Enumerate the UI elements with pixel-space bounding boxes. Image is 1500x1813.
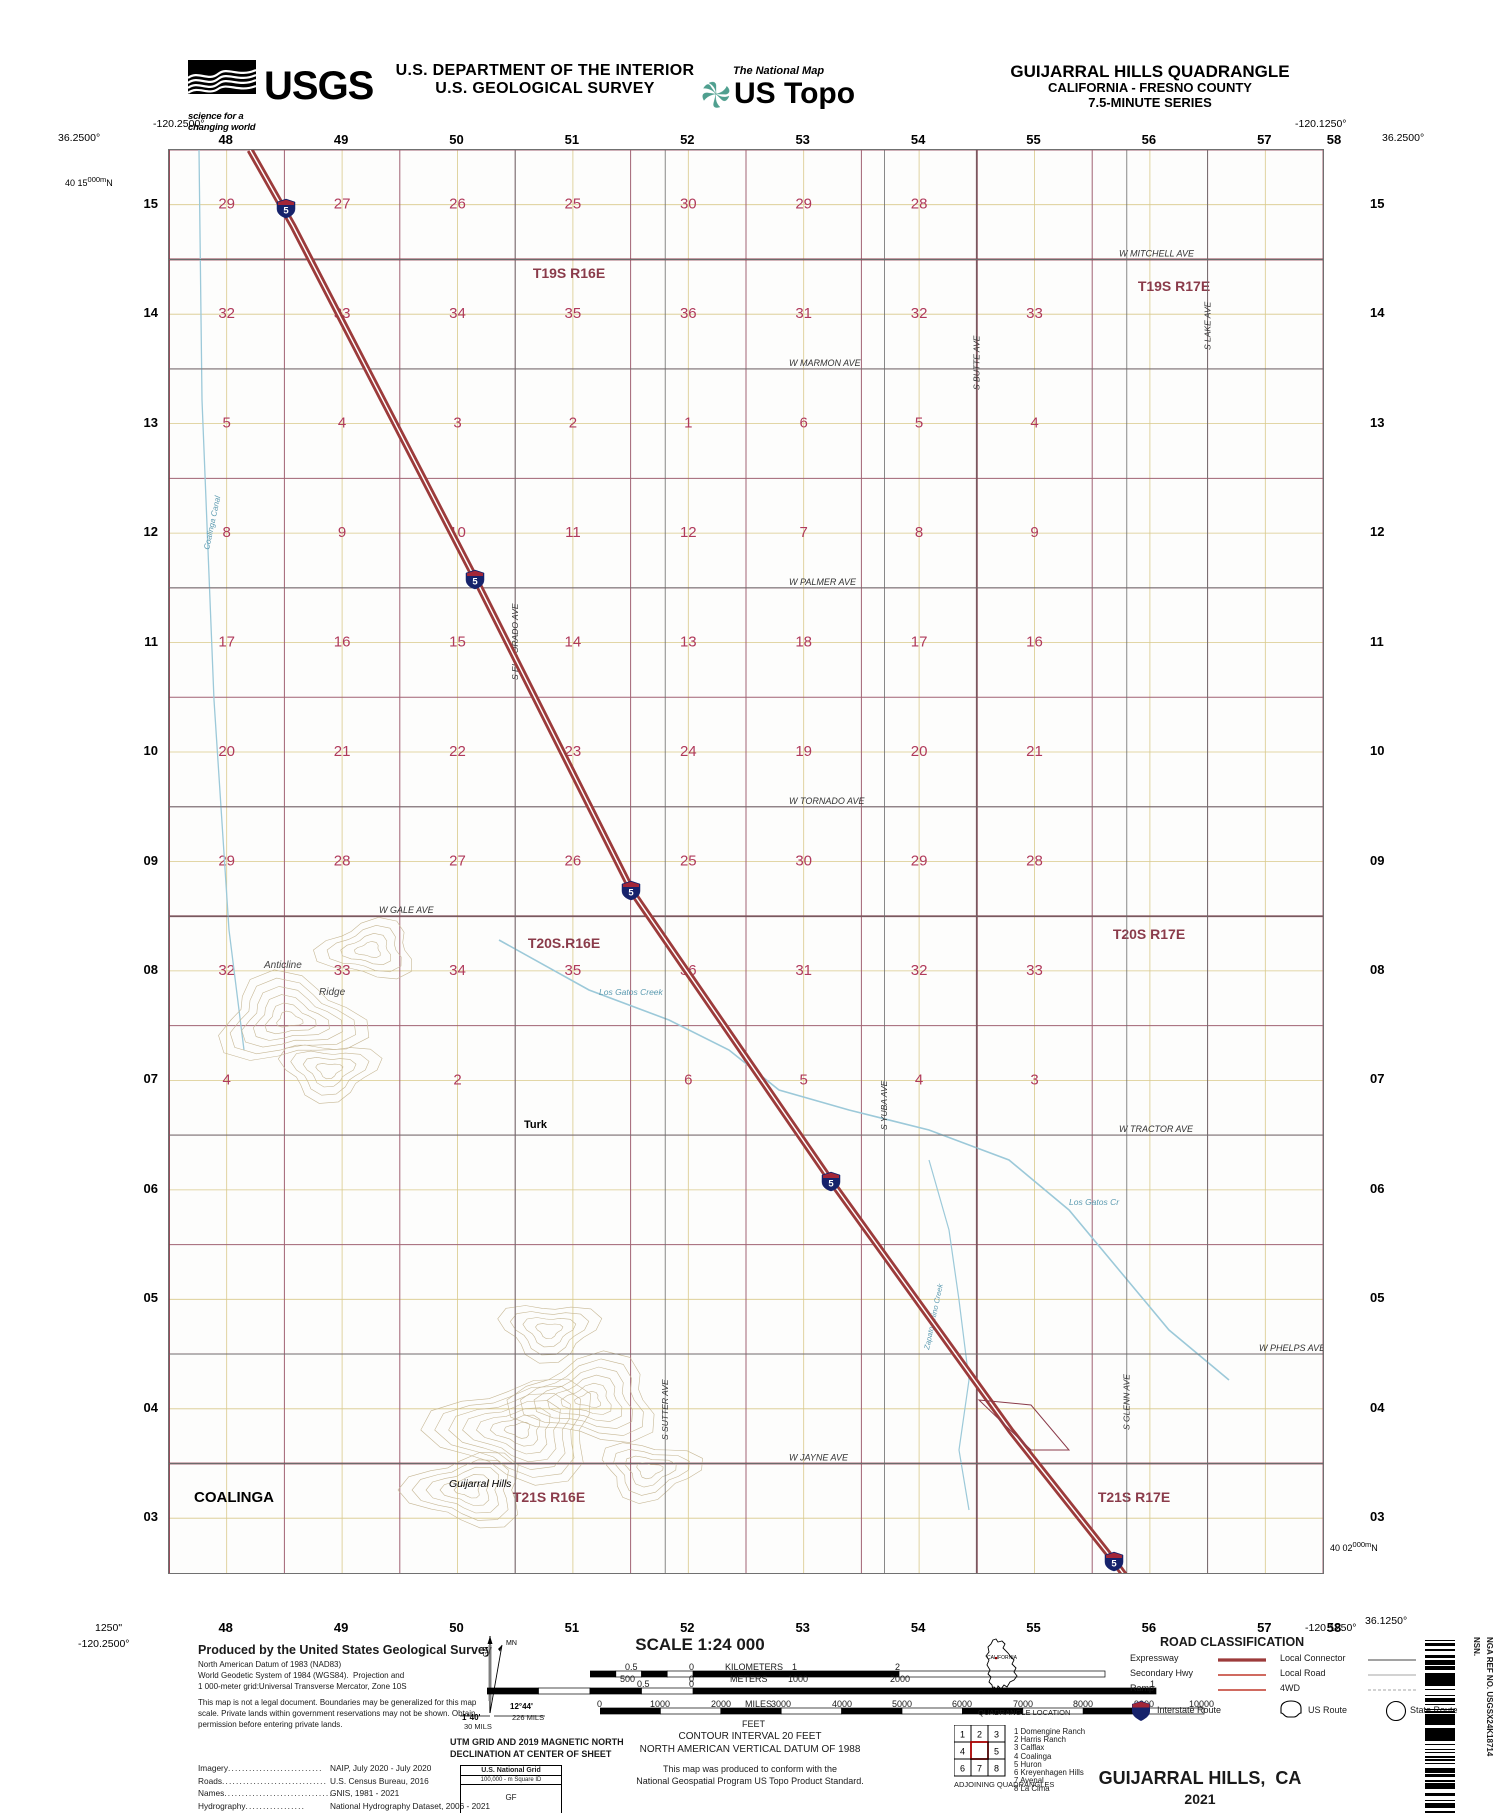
svg-text:MN: MN bbox=[506, 1640, 517, 1647]
svg-text:GN: GN bbox=[483, 1647, 490, 1658]
svg-text:1: 1 bbox=[960, 1730, 965, 1740]
svg-text:4: 4 bbox=[960, 1747, 965, 1757]
svg-text:6: 6 bbox=[960, 1764, 965, 1774]
svg-text:5: 5 bbox=[994, 1747, 999, 1757]
svg-text:7: 7 bbox=[977, 1764, 982, 1774]
svg-text:12°44': 12°44' bbox=[510, 1702, 533, 1711]
svg-text:1°40': 1°40' bbox=[462, 1713, 481, 1722]
svg-text:3: 3 bbox=[994, 1730, 999, 1740]
svg-text:CALIFORNIA: CALIFORNIA bbox=[987, 1655, 1018, 1661]
svg-text:2: 2 bbox=[977, 1730, 982, 1740]
svg-text:8: 8 bbox=[994, 1764, 999, 1774]
